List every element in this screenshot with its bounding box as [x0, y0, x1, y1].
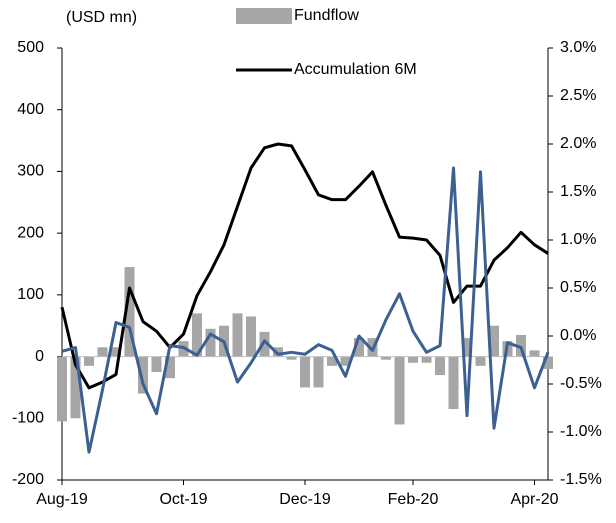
y-tick-label: 0	[35, 348, 44, 365]
bar	[286, 356, 297, 360]
legend-swatch	[236, 8, 292, 24]
bar	[259, 331, 270, 357]
bar	[124, 267, 135, 357]
y2-tick-label: -1.0%	[560, 423, 602, 440]
bar	[543, 356, 553, 369]
bar	[529, 350, 540, 357]
y2-tick-label: -0.5%	[560, 375, 602, 392]
y2-tick-label: 2.0%	[560, 135, 596, 152]
bar	[394, 356, 405, 425]
bar	[354, 338, 364, 357]
y2-tick-label: 0.0%	[560, 327, 596, 344]
bar	[327, 356, 337, 366]
bar	[246, 316, 256, 357]
y-tick-label: 300	[17, 163, 44, 180]
bar	[516, 334, 526, 357]
bar	[408, 356, 418, 363]
bar	[489, 325, 499, 357]
x-tick-label: Apr-20	[510, 491, 558, 508]
x-tick-label: Oct-19	[159, 491, 207, 508]
y2-tick-label: 1.5%	[560, 183, 596, 200]
y-axis-label: (USD mn)	[66, 9, 137, 26]
y2-tick-label: 1.0%	[560, 231, 596, 248]
bar	[300, 356, 310, 388]
bar	[381, 356, 391, 360]
bar	[84, 356, 94, 366]
x-tick-label: Dec-19	[279, 491, 331, 508]
y-tick-label: -100	[12, 410, 44, 427]
bar	[421, 356, 432, 363]
y-tick-label: 100	[17, 286, 44, 303]
bar	[435, 356, 445, 376]
bar	[111, 347, 121, 357]
x-tick-label: Aug-19	[36, 491, 88, 508]
bar	[138, 356, 148, 394]
y-tick-label: 400	[17, 101, 44, 118]
bar	[205, 328, 216, 357]
line	[60, 142, 549, 390]
legend-label: Fundflow	[294, 7, 359, 24]
y2-tick-label: -1.5%	[560, 471, 602, 488]
bar	[273, 347, 283, 357]
bar	[57, 356, 67, 422]
legend-label: Accumulation 6M	[294, 61, 417, 78]
y2-tick-label: 2.5%	[560, 87, 596, 104]
y2-tick-label: 3.0%	[560, 39, 596, 56]
bar	[192, 313, 202, 357]
bar	[165, 356, 175, 379]
bar	[340, 356, 351, 366]
bar	[462, 338, 472, 357]
x-tick-label: Feb-20	[388, 491, 439, 508]
line	[61, 166, 550, 454]
bar	[232, 313, 243, 357]
bar	[97, 347, 108, 357]
bar	[313, 356, 324, 388]
bar	[151, 356, 162, 372]
y-tick-label: -200	[12, 471, 44, 488]
bar	[70, 356, 81, 419]
y2-tick-label: 0.5%	[560, 279, 596, 296]
bar	[475, 356, 486, 366]
y-tick-label: 500	[17, 39, 44, 56]
bar	[448, 356, 459, 410]
y-tick-label: 200	[17, 224, 44, 241]
